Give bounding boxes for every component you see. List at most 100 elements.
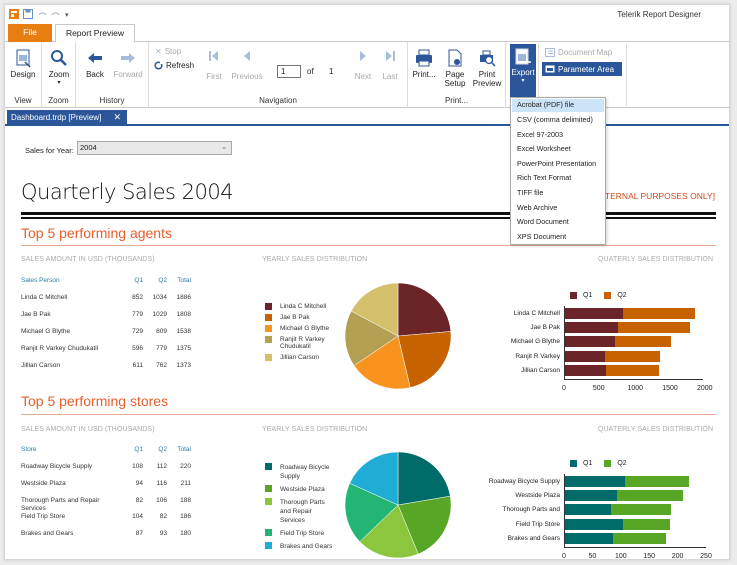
export-menu-item-xps[interactable]: XPS Document xyxy=(517,231,567,241)
x-tick-label: 0 xyxy=(562,553,566,560)
bar-category-label: Linda C Mitchell xyxy=(513,310,560,317)
previous-page-icon xyxy=(244,51,250,61)
table-row: Ranjit R Varkey Chudukatil 596 779 1375 xyxy=(21,345,191,352)
back-button[interactable]: Back xyxy=(82,48,108,79)
x-axis xyxy=(564,379,703,380)
section-rule xyxy=(21,414,716,415)
stores-bar-label: QUATERLY SALES DISTRIBUTION xyxy=(598,426,714,433)
group-label-history: History xyxy=(99,96,125,105)
last-page-button[interactable]: Last xyxy=(380,50,400,81)
y-axis xyxy=(564,306,565,379)
pie-slice xyxy=(353,335,411,390)
document-map-button[interactable]: Document Map xyxy=(542,48,612,57)
export-menu-item-pdf[interactable]: Acrobat (PDF) file xyxy=(512,99,604,112)
tab-file[interactable]: File xyxy=(8,24,52,42)
bar-q1 xyxy=(564,308,624,319)
design-icon xyxy=(16,49,31,68)
print-preview-button[interactable]: Print Preview xyxy=(471,48,503,88)
legend-swatch xyxy=(265,498,272,505)
agents-section-title: Top 5 performing agents xyxy=(21,225,172,241)
first-page-button[interactable]: First xyxy=(204,50,224,81)
table-row: Jillian Carson 611 762 1373 xyxy=(21,362,191,369)
ribbon-group-view: Design View xyxy=(5,42,42,108)
report-title: Quarterly Sales 2004 xyxy=(21,180,234,204)
bar-q1 xyxy=(564,518,624,530)
bar-legend: Q1 Q2 xyxy=(570,292,627,299)
zoom-button[interactable]: Zoom ▾ xyxy=(45,48,73,86)
ribbon-group-zoom: Zoom ▾ Zoom xyxy=(42,42,76,108)
table-header: Store Q1 Q2 Total xyxy=(21,446,191,453)
export-button[interactable]: Export ▾ xyxy=(510,44,536,106)
bar-q1 xyxy=(564,364,607,376)
forward-button[interactable]: Forward xyxy=(110,48,146,79)
customize-icon[interactable]: ▾ xyxy=(65,12,69,19)
y-axis xyxy=(564,474,565,547)
export-menu-item-rtf[interactable]: Rich Text Format xyxy=(517,173,572,183)
pie-slice xyxy=(344,310,399,366)
page-setup-icon xyxy=(448,49,462,67)
bar-q2 xyxy=(606,364,660,376)
bar-q1 xyxy=(564,504,611,516)
bar-category-label: Field Trip Store xyxy=(515,520,560,528)
previous-page-button[interactable]: Previous xyxy=(229,50,265,81)
legend-swatch xyxy=(265,314,272,321)
table-row: Thorough Parts and Repair Services 82 106 1… xyxy=(21,497,191,512)
title-bar: ▾ Telerik Report Designer xyxy=(5,5,729,23)
print-button[interactable]: Print... xyxy=(410,48,438,79)
redo-icon[interactable] xyxy=(51,9,61,21)
x-tick-label: 150 xyxy=(643,553,656,560)
ribbon-group-navigation: ✕ Stop Refresh First Previous 1 of 1 Nex… xyxy=(149,42,408,108)
last-page-icon xyxy=(386,51,395,61)
pie-slice xyxy=(349,451,399,506)
pie-slice xyxy=(397,495,452,555)
design-button[interactable]: Design xyxy=(9,48,37,79)
document-tab[interactable]: Dashboard.trdp [Preview] ✕ xyxy=(7,110,127,126)
year-parameter-select[interactable]: 2004 ⌄ xyxy=(77,141,232,155)
export-menu-item-csv[interactable]: CSV (comma delimited) xyxy=(517,115,593,124)
refresh-icon xyxy=(154,61,163,70)
tab-report-preview[interactable]: Report Preview xyxy=(55,24,135,43)
group-label-zoom: Zoom xyxy=(48,96,69,105)
agents-pie-legend: Linda C Mitchell Jae B Pak Michael G Bly… xyxy=(265,303,345,365)
bar-q2 xyxy=(618,322,690,334)
x-tick-label: 0 xyxy=(562,385,566,392)
page-number-input[interactable]: 1 xyxy=(277,65,301,78)
save-icon[interactable] xyxy=(23,9,33,21)
bar-q2 xyxy=(623,308,696,319)
stop-button[interactable]: ✕ Stop xyxy=(155,47,182,56)
export-menu-item-mhtml[interactable]: Web Archive xyxy=(517,202,558,212)
x-tick-label: 200 xyxy=(671,553,684,560)
table-row: Brakes and Gears 87 93 180 xyxy=(21,530,191,537)
export-menu-item-xls[interactable]: Excel 97-2003 xyxy=(517,129,563,139)
close-icon[interactable]: ✕ xyxy=(113,112,121,122)
agents-pie-label: YEARLY SALES DISTRIBUTION xyxy=(262,256,368,263)
app-icon[interactable] xyxy=(9,9,19,21)
x-tick-label: 2000 xyxy=(697,385,713,392)
export-menu: Acrobat (PDF) file CSV (comma delimited)… xyxy=(510,97,606,245)
export-menu-item-tiff[interactable]: TIFF file xyxy=(517,187,544,197)
pie-slice xyxy=(397,451,451,506)
bar-category-label: Michael G Blythe xyxy=(510,338,560,346)
x-tick-label: 1500 xyxy=(662,385,678,392)
parameter-area-button[interactable]: Parameter Area xyxy=(542,62,622,76)
export-menu-item-xlsx[interactable]: Excel Worksheet xyxy=(517,144,571,154)
bar-q1 xyxy=(564,476,626,487)
next-page-button[interactable]: Next xyxy=(352,50,374,81)
ribbon: Design View Zoom ▾ Zoom Back Forward His… xyxy=(5,42,729,108)
chevron-down-icon: ▾ xyxy=(57,80,61,86)
page-of-label: of xyxy=(307,67,314,76)
bar-q1 xyxy=(564,322,619,334)
ribbon-divider xyxy=(626,44,627,106)
legend-swatch xyxy=(265,529,272,536)
export-menu-item-pptx[interactable]: PowerPoint Presentation xyxy=(517,158,597,168)
export-menu-item-docx[interactable]: Word Document xyxy=(517,217,569,227)
bar-q2 xyxy=(623,518,670,530)
undo-icon[interactable] xyxy=(37,9,47,21)
agents-bar-label: QUATERLY SALES DISTRIBUTION xyxy=(598,256,714,263)
page-setup-button[interactable]: Page Setup xyxy=(441,48,469,88)
next-page-icon xyxy=(360,51,366,61)
title-rule xyxy=(21,217,716,219)
arrow-right-icon xyxy=(121,53,135,63)
table-row: Field Trip Store 104 82 186 xyxy=(21,513,191,520)
refresh-button[interactable]: Refresh xyxy=(154,61,194,70)
